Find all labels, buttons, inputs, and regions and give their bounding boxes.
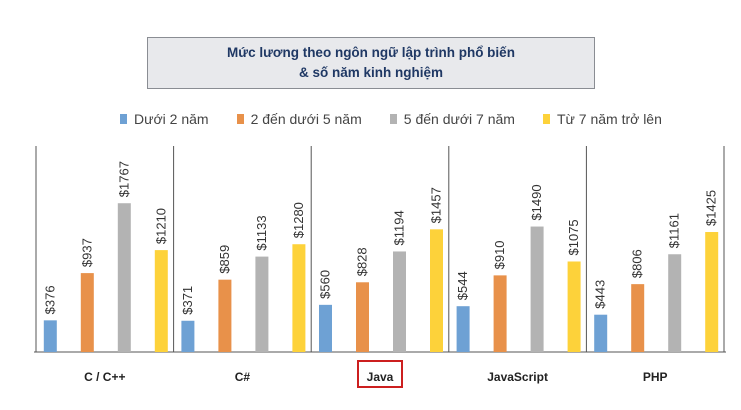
bar-value-label: $1133 [254, 215, 269, 250]
bar-3 [530, 226, 544, 352]
bar-1 [43, 320, 57, 352]
legend-swatch-series1 [120, 114, 127, 124]
bar-1 [456, 306, 470, 352]
legend-item-series3: 5 đến dưới 7 năm [389, 111, 515, 127]
legend-item-series4: Từ 7 năm trở lên [542, 111, 662, 127]
bar-3 [255, 256, 269, 352]
legend-label-series3: 5 đến dưới 7 năm [403, 111, 515, 127]
bar-value-label: $1457 [429, 187, 444, 223]
bar-2 [218, 279, 232, 352]
bar-value-label: $828 [355, 247, 370, 276]
bar-value-label: $443 [593, 280, 608, 309]
bar-3 [117, 203, 131, 352]
bar-2 [493, 275, 507, 352]
bar-2 [356, 282, 369, 352]
chart-title-box: Mức lương theo ngôn ngữ lập trình phổ bi… [147, 37, 595, 89]
bar-value-label: $1490 [529, 184, 544, 220]
bar-value-label: $1194 [392, 210, 407, 245]
bar-4 [292, 244, 306, 352]
bar-2 [631, 284, 645, 352]
chart-legend: Dưới 2 năm 2 đến dưới 5 năm 5 đến dưới 7… [120, 109, 720, 129]
category-label: Java [367, 370, 394, 384]
bar-value-label: $371 [180, 286, 195, 315]
legend-swatch-series4 [542, 114, 550, 124]
bar-1 [319, 304, 332, 352]
legend-swatch-series2 [236, 114, 244, 124]
legend-swatch-series3 [389, 114, 397, 124]
bar-3 [668, 254, 682, 352]
bar-value-label: $376 [42, 285, 57, 314]
bar-value-label: $806 [630, 249, 645, 278]
chart-title-line1: Mức lương theo ngôn ngữ lập trình phổ bi… [227, 45, 515, 60]
legend-item-series2: 2 đến dưới 5 năm [236, 111, 362, 127]
bar-2 [80, 273, 94, 352]
bar-value-label: $1767 [116, 161, 131, 197]
bar-4 [567, 261, 581, 352]
legend-label-series1: Dưới 2 năm [134, 111, 209, 127]
bar-value-label: $910 [492, 240, 507, 269]
bar-value-label: $1210 [153, 208, 168, 244]
category-label: PHP [643, 370, 668, 384]
bar-value-label: $1161 [667, 213, 682, 248]
category-label: C# [235, 370, 251, 384]
bar-3 [393, 251, 406, 352]
bar-value-label: $1075 [566, 219, 581, 255]
bar-4 [430, 229, 443, 352]
chart-title-line2: & số năm kinh nghiệm [298, 65, 444, 80]
bar-value-label: $937 [79, 238, 94, 267]
legend-label-series4: Từ 7 năm trở lên [556, 111, 662, 127]
legend-label-series2: 2 đến dưới 5 năm [250, 111, 362, 127]
bar-1 [181, 320, 195, 352]
highlight-box [357, 360, 403, 388]
bar-4 [154, 250, 168, 352]
bar-value-label: $544 [455, 271, 470, 300]
bar-value-label: $859 [217, 245, 232, 274]
bar-1 [594, 314, 608, 352]
bar-value-label: $560 [318, 270, 333, 299]
legend-item-series1: Dưới 2 năm [120, 111, 209, 127]
bar-value-label: $1280 [291, 202, 306, 238]
category-label: JavaScript [487, 370, 548, 384]
category-label: C / C++ [84, 370, 125, 384]
bar-4 [705, 232, 719, 352]
bar-value-label: $1425 [704, 190, 719, 226]
